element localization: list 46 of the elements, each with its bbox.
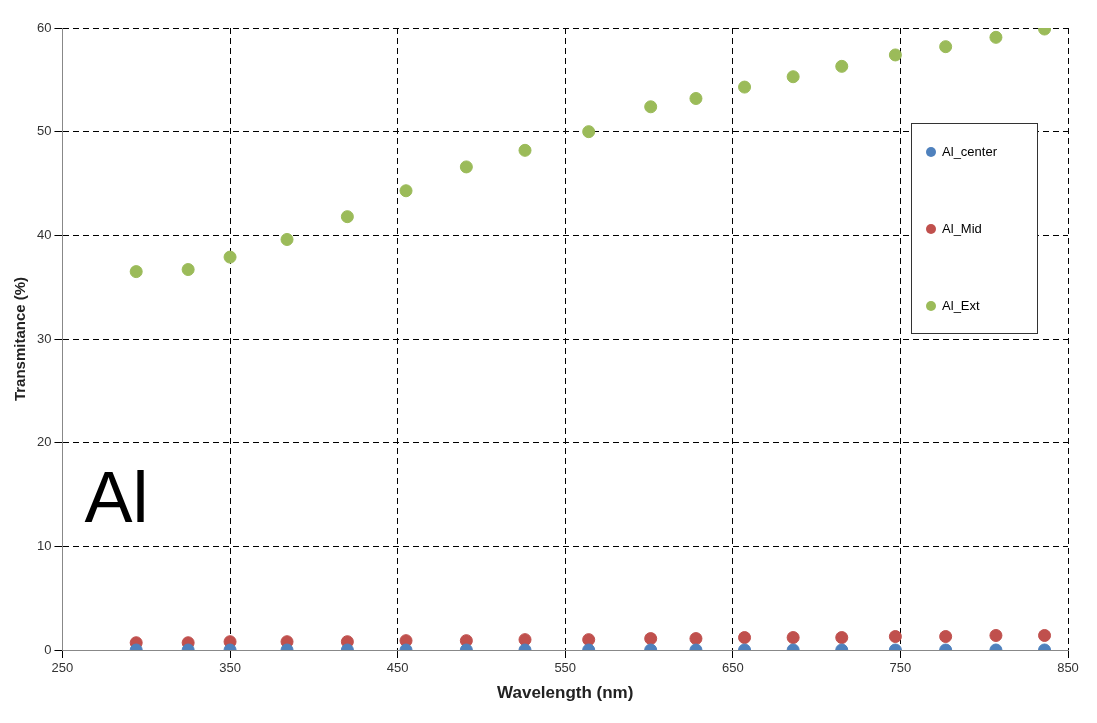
point: [644, 100, 658, 114]
x-tick-label: 450: [386, 660, 409, 676]
y-axis-title: Transmitance (%): [11, 276, 29, 402]
point: [888, 630, 902, 644]
y-tick-label: 20: [36, 434, 52, 450]
point: [689, 632, 703, 646]
point: [888, 48, 902, 62]
point: [786, 631, 800, 645]
x-axis-title: Wavelength (nm): [497, 683, 634, 703]
x-tick-label: 650: [721, 660, 744, 676]
annotation: Al: [84, 456, 149, 537]
point: [835, 59, 849, 73]
y-tick-label: 40: [36, 226, 52, 242]
point: [989, 30, 1003, 44]
point: [223, 250, 237, 264]
point: [129, 265, 143, 279]
x-tick-label: 550: [554, 660, 577, 676]
legend-label: Al_Mid: [942, 221, 982, 236]
point: [181, 263, 195, 277]
point: [738, 80, 752, 94]
x-tick-label: 350: [219, 660, 241, 676]
point: [644, 632, 658, 646]
y-tick-label: 50: [36, 123, 52, 139]
point: [939, 630, 953, 644]
y-tick-label: 60: [36, 19, 52, 35]
y-tick-label: 30: [36, 330, 52, 346]
x-tick-label: 250: [51, 660, 74, 676]
y-tick-label: 0: [44, 641, 52, 657]
point: [939, 40, 953, 54]
point: [399, 184, 413, 198]
x-tick-label: 850: [1057, 660, 1079, 676]
point: [280, 232, 294, 246]
point: [835, 631, 849, 645]
point: [340, 210, 354, 224]
x-tick-label: 750: [889, 660, 912, 676]
point: [582, 125, 596, 139]
point: [989, 628, 1003, 642]
point: [786, 70, 800, 84]
legend-label: Al_Ext: [942, 298, 980, 313]
point: [738, 631, 752, 645]
y-tick-label: 10: [36, 537, 52, 553]
point: [518, 143, 532, 157]
point: [1038, 628, 1052, 642]
legend-label: Al_center: [942, 144, 997, 159]
point: [459, 160, 473, 174]
point: [689, 91, 703, 105]
